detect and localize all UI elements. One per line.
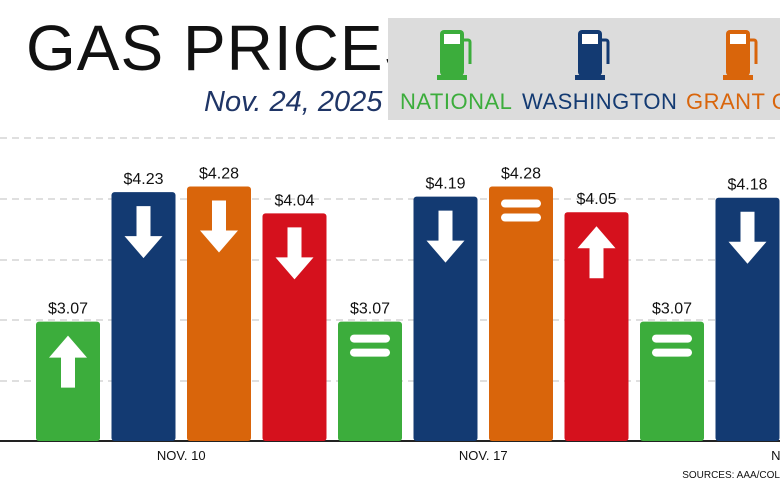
arrow-down-icon [728,211,767,264]
bar [262,213,327,441]
equals-icon [501,199,541,222]
data-label: $4.04 [274,192,314,209]
equals-icon [350,334,390,357]
bar [564,212,629,441]
data-label: $4.05 [576,191,616,208]
legend-label-grant-co: GRANT CO [686,89,780,114]
arrow-down-icon [275,227,314,280]
source-note: SOURCES: AAA/COL [682,470,780,481]
bar [489,186,553,441]
category-label: NOV. 17 [459,448,508,463]
chart-title: GAS PRICES [26,12,428,84]
bar [111,192,176,441]
legend-label-national: NATIONAL [400,89,513,114]
equals-icon [652,334,692,357]
data-label: $3.07 [48,301,88,318]
arrow-down-icon [124,206,163,259]
legend: NATIONAL WASHINGTON GRANT CO [388,18,780,120]
arrow-up-icon [577,226,616,279]
gas-pump-icon [575,30,610,80]
data-label: $4.28 [199,166,239,183]
category-label: NOV [771,448,780,463]
gas-pump-icon [723,30,758,80]
legend-label-washington: WASHINGTON [522,89,678,114]
category-label: NOV. 10 [157,448,206,463]
data-label: $4.19 [425,176,465,193]
bar [715,197,780,441]
arrow-down-icon [426,210,465,263]
data-label: $3.07 [652,301,692,318]
data-label: $4.23 [123,171,163,188]
gas-pump-icon [437,30,472,80]
data-label: $4.18 [727,177,767,194]
data-label: $3.07 [350,301,390,318]
chart-date: Nov. 24, 2025 [204,86,383,118]
bar [413,196,478,441]
data-label: $4.28 [501,166,541,183]
bar [187,186,251,441]
arrow-up-icon [49,335,87,388]
arrow-down-icon [200,200,238,253]
